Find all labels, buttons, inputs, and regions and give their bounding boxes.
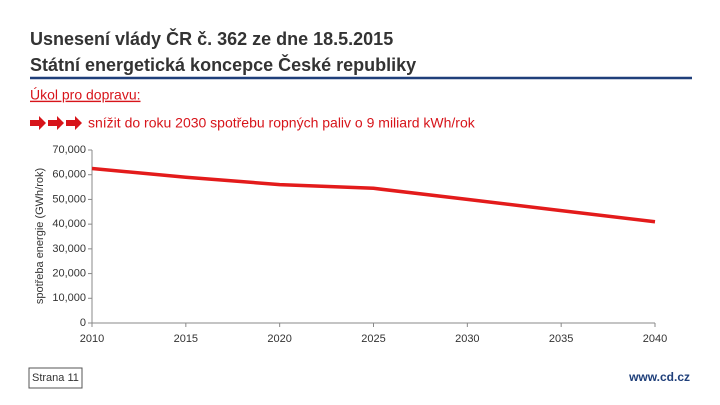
y-tick-label: 20,000: [52, 267, 86, 279]
y-tick-label: 40,000: [52, 218, 86, 230]
data-line: [91, 166, 656, 224]
page-number: Strana 11: [32, 372, 79, 384]
title-line: Státní energetická koncepce České republ…: [30, 54, 416, 75]
y-axis-label: spotřeba energie (GWh/rok): [34, 168, 46, 304]
x-tick-label: 2025: [361, 333, 385, 345]
x-tick-label: 2040: [643, 333, 667, 345]
x-tick-label: 2015: [174, 333, 198, 345]
y-tick-label: 60,000: [52, 169, 86, 181]
x-tick-label: 2035: [549, 333, 573, 345]
website: www.cd.cz: [628, 370, 690, 384]
y-tick-label: 30,000: [52, 243, 86, 255]
task: Úkol pro dopravu:: [30, 87, 141, 103]
x-tick-label: 2030: [455, 333, 479, 345]
page-box: [28, 367, 83, 389]
goal: snížit do roku 2030 spotřebu ropných pal…: [88, 115, 476, 131]
y-tick-label: 0: [80, 317, 86, 329]
x-tick-label: 2010: [80, 333, 104, 345]
y-tick-label: 70,000: [52, 144, 86, 156]
title-line: Usnesení vlády ČR č. 362 ze dne 18.5.201…: [30, 28, 393, 49]
y-tick-label: 50,000: [52, 193, 86, 205]
y-tick-label: 10,000: [52, 292, 86, 304]
arrows: [30, 116, 82, 130]
x-tick-label: 2020: [267, 333, 291, 345]
